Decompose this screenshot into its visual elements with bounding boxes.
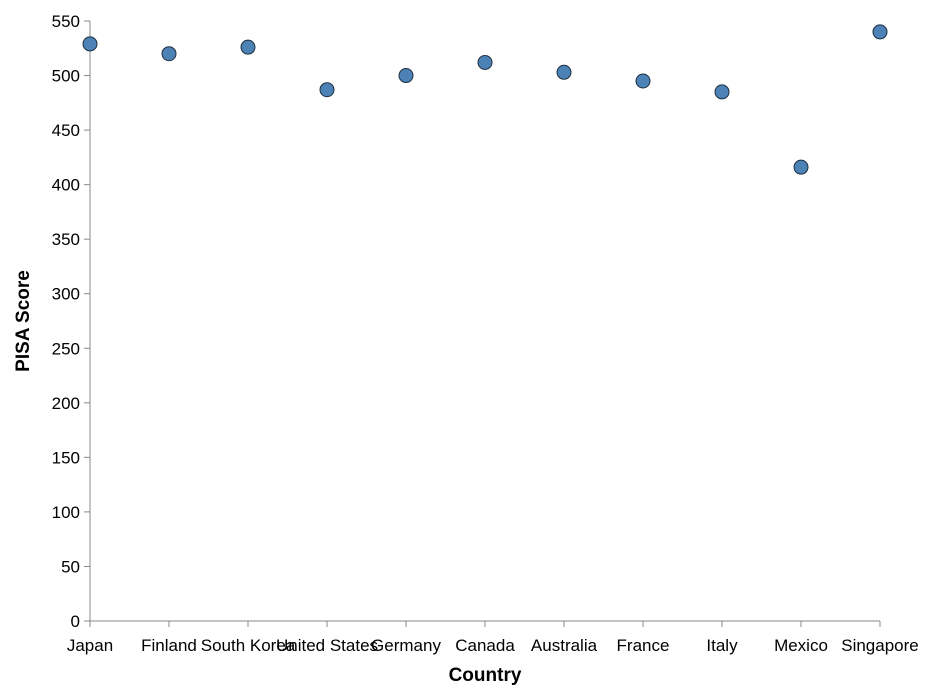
data-point xyxy=(240,39,256,55)
y-tick-label: 550 xyxy=(52,12,80,31)
x-tick-label: Japan xyxy=(67,636,113,655)
y-tick-label: 150 xyxy=(52,448,80,467)
y-tick-label: 250 xyxy=(52,339,80,358)
x-tick-label: Italy xyxy=(706,636,738,655)
y-tick-label: 50 xyxy=(61,557,80,576)
y-axis: 0 50 100 150 200 250 300 350 400 450 500 550 xyxy=(52,12,91,631)
data-point xyxy=(398,68,414,84)
data-point xyxy=(872,24,888,40)
y-tick-label: 500 xyxy=(52,67,80,86)
y-tick-label: 0 xyxy=(71,612,80,631)
y-tick-label: 400 xyxy=(52,176,80,195)
data-point xyxy=(714,84,730,100)
y-tick-label: 300 xyxy=(52,285,80,304)
data-point xyxy=(793,159,809,175)
data-points xyxy=(82,24,888,175)
x-tick-label: Canada xyxy=(455,636,515,655)
x-tick-label: Germany xyxy=(371,636,441,655)
x-axis-title: Country xyxy=(449,665,522,686)
x-tick-label: United States xyxy=(276,636,378,655)
data-point xyxy=(477,54,493,70)
y-tick-label: 450 xyxy=(52,121,80,140)
x-tick-label: Mexico xyxy=(774,636,828,655)
x-tick-label: France xyxy=(617,636,670,655)
y-tick-label: 200 xyxy=(52,394,80,413)
x-tick-label: Singapore xyxy=(841,636,919,655)
data-point xyxy=(635,73,651,89)
x-tick-label: Australia xyxy=(531,636,598,655)
y-tick-label: 100 xyxy=(52,503,80,522)
data-point xyxy=(556,64,572,80)
data-point xyxy=(82,36,98,52)
y-axis-title: PISA Score xyxy=(13,270,34,372)
y-tick-label: 350 xyxy=(52,230,80,249)
data-point xyxy=(319,82,335,98)
x-tick-label: Finland xyxy=(141,636,197,655)
x-tick-label: South Korea xyxy=(201,636,296,655)
data-point xyxy=(161,46,177,62)
